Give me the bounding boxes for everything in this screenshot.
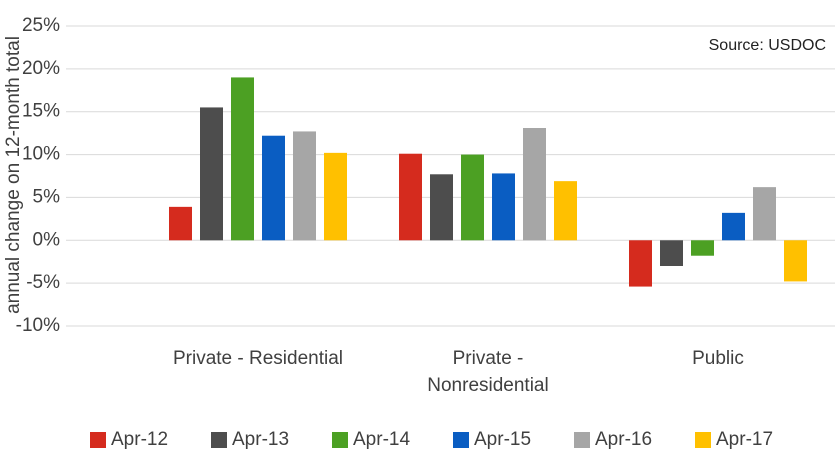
bar	[629, 240, 652, 287]
bar	[200, 107, 223, 241]
y-tick-label: 10%	[22, 144, 60, 165]
y-axis-label: annual change on 12-month total	[3, 36, 24, 314]
bar	[430, 174, 453, 241]
bar	[169, 206, 192, 241]
bar	[523, 128, 546, 241]
bar	[231, 77, 254, 241]
legend-label: Apr-13	[232, 429, 289, 450]
y-tick-label: -5%	[26, 272, 60, 293]
y-tick-label: 15%	[22, 101, 60, 122]
annotation: Source: USDOC	[709, 37, 826, 54]
x-tick-label: Public	[692, 348, 744, 369]
y-tick-label: 0%	[33, 229, 61, 250]
bar	[691, 240, 714, 256]
bar	[262, 135, 285, 241]
bar	[461, 154, 484, 241]
legend-label: Apr-15	[474, 429, 531, 450]
legend-label: Apr-17	[716, 429, 773, 450]
bar	[660, 240, 683, 266]
bar	[753, 187, 776, 241]
legend-swatch	[453, 432, 469, 448]
bar	[492, 173, 515, 241]
legend-label: Apr-14	[353, 429, 410, 450]
bar	[324, 152, 347, 241]
y-tick-label: 5%	[33, 186, 61, 207]
y-tick-label: -10%	[16, 315, 60, 336]
legend-label: Apr-12	[111, 429, 168, 450]
y-tick-label: 20%	[22, 58, 60, 79]
bar	[554, 181, 577, 241]
legend-swatch	[574, 432, 590, 448]
bar	[399, 153, 422, 241]
legend-swatch	[211, 432, 227, 448]
bar	[293, 131, 316, 241]
x-tick-label: Private - Residential	[172, 348, 344, 369]
bar	[784, 240, 807, 282]
legend-swatch	[332, 432, 348, 448]
legend-swatch	[90, 432, 106, 448]
legend-label: Apr-16	[595, 429, 652, 450]
x-tick-label: Private - Nonresidential	[427, 348, 549, 396]
bar	[722, 212, 745, 241]
y-tick-label: 25%	[22, 15, 60, 36]
legend-swatch	[695, 432, 711, 448]
